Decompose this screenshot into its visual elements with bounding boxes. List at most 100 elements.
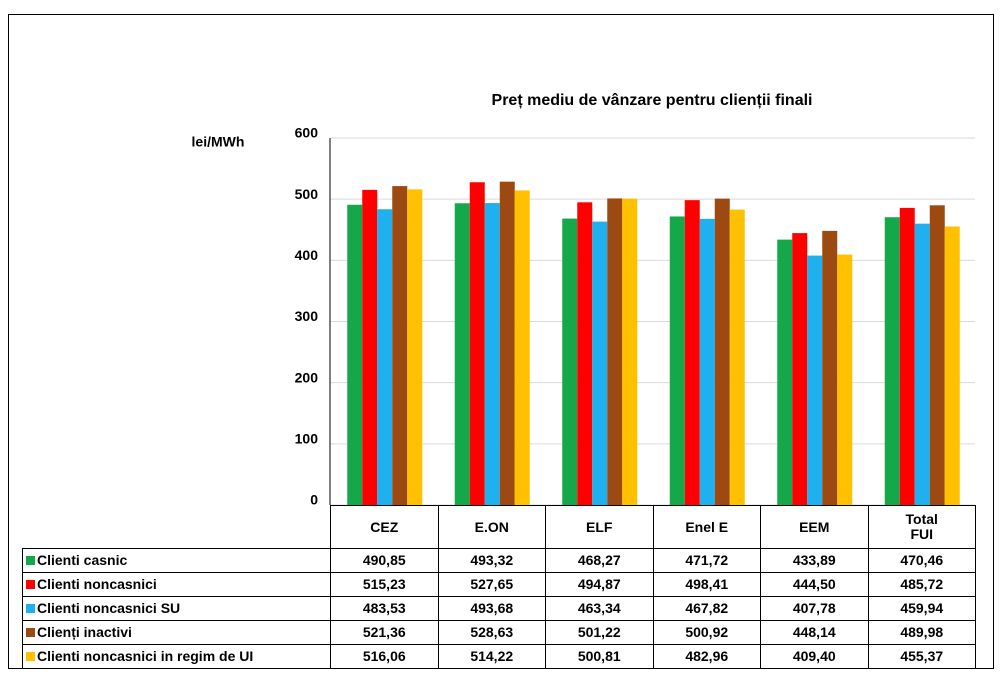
value-cell: 527,65 (437, 572, 546, 597)
value-cell: 485,72 (867, 572, 976, 597)
value-cell: 516,06 (330, 644, 439, 669)
value-cell: 471,72 (652, 548, 761, 573)
category-cell: CEZ (330, 505, 439, 549)
y-tick-label: 600 (295, 125, 319, 141)
value-cell: 455,37 (867, 644, 976, 669)
value-cell: 500,92 (652, 620, 761, 645)
bar (807, 255, 823, 505)
bar (362, 189, 378, 505)
x-tick-label: ELF (586, 518, 613, 535)
value-cell: 515,23 (330, 572, 439, 597)
category-cell: Enel E (652, 505, 761, 549)
legend-label: Clienti casnic (37, 552, 128, 568)
x-tick-label: CEZ (370, 518, 399, 535)
legend-swatch (26, 604, 35, 613)
y-tick-label: 500 (295, 186, 319, 202)
y-tick-label: 400 (295, 247, 319, 263)
value-cell: 493,68 (437, 596, 546, 621)
chart-frame (8, 14, 994, 669)
value-cell: 470,46 (867, 548, 976, 573)
y-axis-label: lei/MWh (192, 134, 245, 150)
category-cell: EEM (760, 505, 869, 549)
bar (729, 209, 745, 505)
bar (777, 239, 793, 505)
bar (899, 207, 915, 506)
bar (407, 189, 423, 505)
bar (714, 198, 730, 505)
value-cell: 433,89 (760, 548, 869, 573)
series-name-cell: Clienti casnic (22, 548, 331, 573)
value-cell: 514,22 (437, 644, 546, 669)
bar (914, 223, 930, 505)
bar (454, 203, 470, 505)
legend-swatch (26, 652, 35, 661)
value-cell: 463,34 (545, 596, 654, 621)
value-cell: 467,82 (652, 596, 761, 621)
bar (499, 181, 515, 505)
bar (377, 209, 393, 505)
value-cell: 459,94 (867, 596, 976, 621)
series-row: Clienți inactivi 521,36 528,63 501,22 500,92… (22, 620, 976, 645)
bar (884, 217, 900, 506)
bar (562, 218, 578, 506)
y-tick-label: 0 (310, 492, 318, 508)
bar (577, 202, 593, 506)
legend-label: Clienti noncasnici in regim de UI (37, 648, 254, 664)
series-name-cell: Clienti noncasnici SU (22, 596, 331, 621)
bar (684, 200, 700, 505)
chart-title: Preț mediu de vânzare pentru clienții fi… (492, 92, 813, 109)
value-cell: 409,40 (760, 644, 869, 669)
legend-label: Clienți inactivi (37, 624, 132, 640)
series-name-cell: Clienți inactivi (22, 620, 331, 645)
value-cell: 521,36 (330, 620, 439, 645)
x-tick-label: EEM (799, 518, 830, 535)
legend-swatch (26, 628, 35, 637)
bar (669, 216, 685, 505)
bar (699, 218, 715, 505)
value-cell: 448,14 (760, 620, 869, 645)
series-row: Clienti noncasnici SU 483,53 493,68 463,34 4… (22, 596, 976, 621)
category-cell: E.ON (437, 505, 546, 549)
y-tick-label: 300 (295, 308, 319, 324)
legend-label: Clienti noncasnici SU (37, 600, 181, 616)
bar (514, 190, 530, 506)
x-tick-label: Enel E (685, 518, 729, 535)
bar (929, 205, 945, 505)
value-cell: 490,85 (330, 548, 439, 573)
legend-swatch (26, 580, 35, 589)
y-tick-label: 100 (295, 431, 319, 447)
value-cell: 482,96 (652, 644, 761, 669)
value-cell: 407,78 (760, 596, 869, 621)
series-name-cell: Clienti noncasnici (22, 572, 331, 597)
data-table: CEZ E.ON ELF Enel E EEM Total FUI Clienti casn… (22, 505, 976, 669)
x-tick-label: E.ON (474, 518, 509, 535)
value-cell: 501,22 (545, 620, 654, 645)
bar (792, 233, 808, 505)
bar (944, 226, 960, 506)
category-cell: ELF (545, 505, 654, 549)
bar (469, 182, 485, 505)
value-cell: 500,81 (545, 644, 654, 669)
bar (822, 230, 838, 505)
bar (837, 254, 853, 505)
value-cell: 483,53 (330, 596, 439, 621)
value-cell: 494,87 (545, 572, 654, 597)
bar (607, 198, 623, 505)
value-cell: 493,32 (437, 548, 546, 573)
corner-cell (23, 506, 331, 549)
header-row: CEZ E.ON ELF Enel E EEM Total FUI (23, 505, 976, 549)
bar (347, 204, 363, 505)
value-cell: 444,50 (760, 572, 869, 597)
bar (592, 221, 608, 505)
category-cell: Total FUI (867, 505, 976, 549)
legend-label: Clienti noncasnici (37, 576, 157, 592)
x-tick-label: Total FUI (905, 511, 938, 542)
series-name-cell: Clienti noncasnici in regim de UI (22, 644, 331, 669)
series-row: Clienti casnic 490,85 493,32 468,27 471,72 43… (22, 548, 976, 573)
y-tick-label: 200 (295, 369, 319, 385)
value-cell: 498,41 (652, 572, 761, 597)
bar (622, 198, 638, 506)
series-row: Clienti noncasnici in regim de UI 516,06 5… (22, 644, 976, 669)
